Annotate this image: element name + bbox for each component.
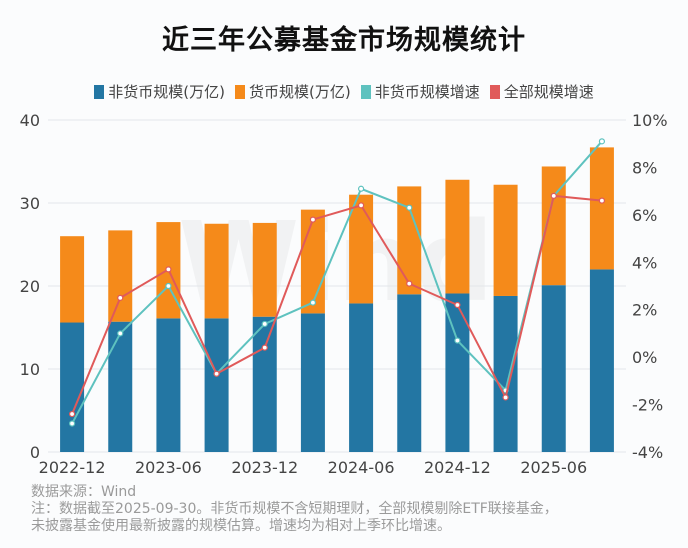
bar-nonmoney-scale bbox=[60, 322, 85, 452]
bar-nonmoney-scale bbox=[349, 303, 374, 452]
point-nonmoney-growth bbox=[117, 330, 124, 337]
bar-nonmoney-scale bbox=[493, 295, 518, 452]
legend-swatch bbox=[360, 84, 371, 99]
legend-item-total-growth[interactable]: 全部规模增速 bbox=[489, 81, 594, 102]
bar-money-scale bbox=[204, 223, 229, 319]
bar-nonmoney-scale bbox=[541, 285, 566, 452]
point-nonmoney-growth bbox=[309, 299, 317, 306]
right-axis-tick-label: -2% bbox=[632, 396, 663, 415]
left-axis-tick-label: 20 bbox=[20, 277, 40, 296]
bar-money-scale bbox=[493, 184, 518, 296]
left-axis-tick-label: 30 bbox=[20, 194, 40, 213]
right-axis-tick-label: -4% bbox=[632, 443, 663, 462]
x-axis-tick-label: 2023-12 bbox=[231, 458, 298, 477]
point-total-growth bbox=[598, 197, 606, 204]
point-total-growth bbox=[68, 410, 76, 418]
right-axis-tick-label: 0% bbox=[632, 348, 657, 367]
point-total-growth bbox=[117, 294, 124, 301]
footnote-line-1: 注：数据截至2025-09-30。非货币规模不含短期理财，全部规模剔除ETF联接… bbox=[31, 501, 558, 517]
bar-money-scale bbox=[108, 230, 133, 322]
legend: 非货币规模(万亿) 货币规模(万亿) 非货币规模增速 全部规模增速 bbox=[0, 81, 688, 102]
legend-item-money-scale[interactable]: 货币规模(万亿) bbox=[234, 81, 351, 102]
bar-nonmoney-scale bbox=[156, 318, 181, 452]
x-axis-tick-label: 2023-06 bbox=[135, 458, 202, 477]
footnote-line-2: 未披露基金使用最新披露的规模估算。增速均为相对上季环比增速。 bbox=[31, 518, 451, 534]
point-nonmoney-growth bbox=[598, 138, 606, 145]
point-total-growth bbox=[165, 266, 172, 273]
bar-money-scale bbox=[60, 236, 85, 323]
legend-label: 货币规模(万亿) bbox=[248, 83, 351, 101]
point-total-growth bbox=[213, 370, 220, 377]
source-note: 数据来源：Wind bbox=[31, 484, 137, 500]
bar-money-scale bbox=[589, 147, 614, 270]
point-total-growth bbox=[550, 192, 557, 199]
right-axis-tick-label: 8% bbox=[632, 158, 657, 177]
x-axis-tick-label: 2022-12 bbox=[39, 458, 106, 477]
right-axis-tick-label: 6% bbox=[632, 206, 657, 225]
bar-nonmoney-scale bbox=[252, 316, 277, 452]
bar-nonmoney-scale bbox=[397, 294, 422, 452]
bar-money-scale bbox=[300, 209, 325, 314]
right-axis-tick-label: 10% bbox=[632, 111, 668, 130]
bar-nonmoney-scale bbox=[204, 318, 229, 452]
chart-title: 近三年公募基金市场规模统计 bbox=[162, 25, 526, 56]
legend-item-nonmoney-scale[interactable]: 非货币规模(万亿) bbox=[94, 81, 225, 102]
bar-money-scale bbox=[445, 179, 470, 294]
legend-label: 非货币规模增速 bbox=[374, 83, 480, 101]
bar-money-scale bbox=[349, 194, 374, 304]
watermark: Wind bbox=[178, 198, 494, 326]
legend-swatch bbox=[234, 84, 245, 99]
bar-nonmoney-scale bbox=[589, 269, 614, 452]
bar-money-scale bbox=[252, 222, 277, 317]
x-axis-tick-label: 2025-06 bbox=[520, 458, 587, 477]
legend-label: 全部规模增速 bbox=[503, 83, 594, 101]
bar-money-scale bbox=[397, 186, 422, 295]
left-axis-tick-label: 10 bbox=[20, 360, 40, 379]
footer: 数据来源：Wind 注：数据截至2025-09-30。非货币规模不含短期理财，全… bbox=[31, 484, 558, 535]
point-total-growth bbox=[309, 216, 317, 223]
point-nonmoney-growth bbox=[68, 420, 76, 427]
line-nonmoney-growth bbox=[71, 140, 603, 425]
point-nonmoney-growth bbox=[165, 282, 172, 290]
bar-nonmoney-scale bbox=[300, 313, 325, 452]
point-total-growth bbox=[502, 394, 509, 401]
bar-nonmoney-scale bbox=[108, 321, 133, 452]
point-nonmoney-growth bbox=[406, 204, 413, 211]
point-total-growth bbox=[454, 301, 461, 309]
legend-swatch bbox=[489, 84, 500, 99]
right-axis-tick-label: 4% bbox=[632, 253, 657, 272]
left-axis-tick-label: 0 bbox=[30, 443, 40, 462]
legend-swatch bbox=[94, 84, 105, 99]
point-total-growth bbox=[357, 202, 365, 209]
line-total-growth bbox=[71, 194, 603, 415]
left-axis-tick-label: 40 bbox=[20, 111, 40, 130]
right-axis-tick-label: 2% bbox=[632, 301, 657, 320]
x-axis-tick-label: 2024-06 bbox=[328, 458, 395, 477]
legend-label: 非货币规模(万亿) bbox=[108, 83, 225, 101]
point-total-growth bbox=[406, 280, 413, 287]
point-nonmoney-growth bbox=[357, 185, 365, 192]
legend-item-nonmoney-growth[interactable]: 非货币规模增速 bbox=[360, 81, 480, 102]
x-axis-tick-label: 2024-12 bbox=[424, 458, 491, 477]
point-total-growth bbox=[261, 344, 268, 351]
point-nonmoney-growth bbox=[261, 320, 268, 328]
point-nonmoney-growth bbox=[454, 337, 461, 344]
